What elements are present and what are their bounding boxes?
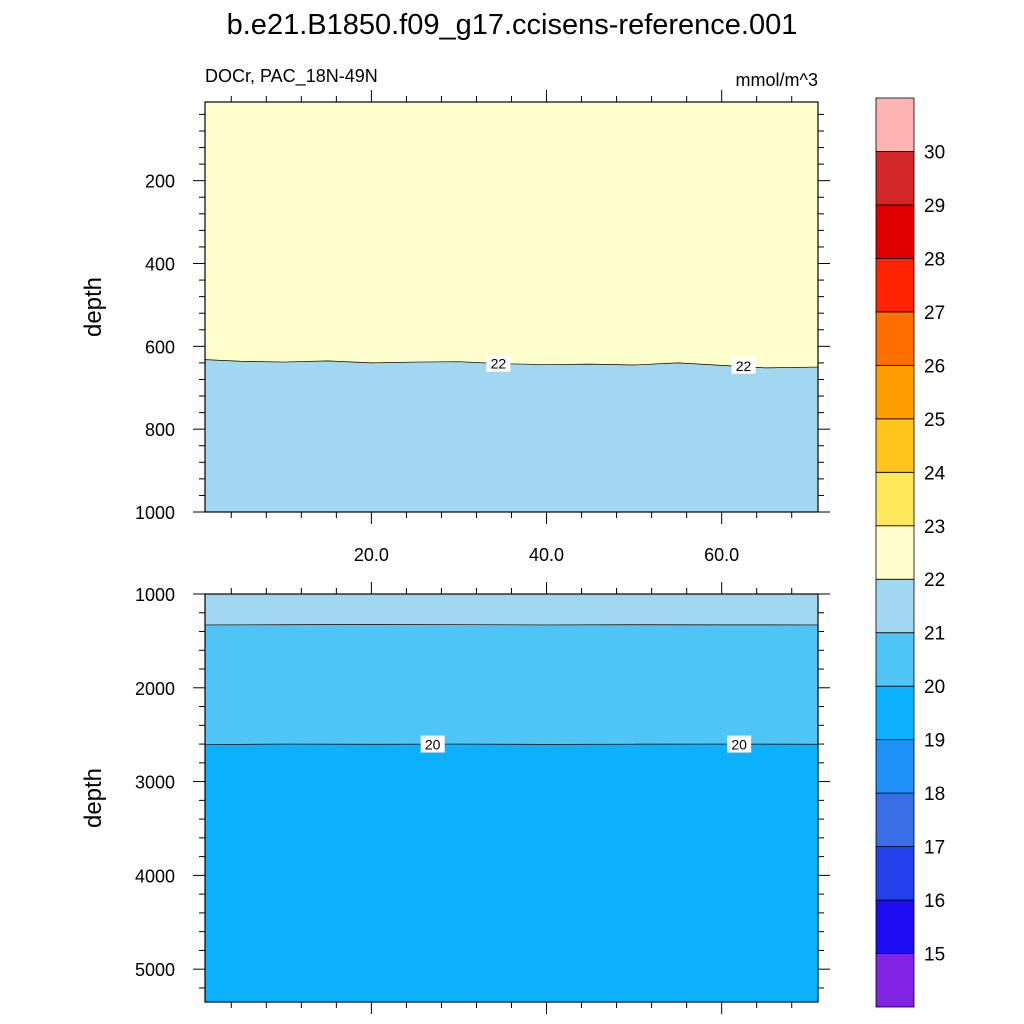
colorbar-tick-label: 15 bbox=[924, 945, 945, 966]
colorbar-swatch bbox=[875, 364, 915, 420]
colorbar-swatch bbox=[875, 151, 915, 206]
y-axis-label: depth bbox=[80, 768, 107, 828]
colorbar-tick-label: 25 bbox=[924, 410, 945, 431]
colorbar-swatch bbox=[875, 525, 915, 580]
x-tick-label: 40.0 bbox=[529, 545, 564, 565]
colorbar-tick-label: 16 bbox=[924, 891, 945, 912]
colorbar-tick-label: 28 bbox=[924, 249, 945, 270]
y-tick-label: 400 bbox=[145, 255, 175, 275]
contour-label-box bbox=[420, 735, 445, 753]
band-fill-1-2 bbox=[205, 744, 818, 1002]
contour-fills bbox=[205, 594, 818, 1002]
y-tick-label: 5000 bbox=[135, 960, 175, 980]
colorbar-swatch bbox=[875, 899, 915, 954]
y-tick-label: 1000 bbox=[135, 503, 175, 523]
x-tick-label: 60.0 bbox=[704, 545, 739, 565]
colorbar-tick-label: 29 bbox=[924, 196, 945, 217]
colorbar-swatch bbox=[875, 685, 915, 741]
colorbar-swatch bbox=[875, 311, 915, 366]
colorbar-swatch bbox=[875, 204, 915, 259]
colorbar-tick-label: 23 bbox=[924, 517, 945, 538]
colorbar-swatch bbox=[875, 846, 915, 901]
colorbar-swatch bbox=[875, 97, 915, 152]
colorbar-tick-label: 21 bbox=[924, 624, 945, 645]
contour-label-box bbox=[731, 356, 756, 374]
colorbar-swatch bbox=[875, 418, 915, 473]
colorbar-swatch bbox=[875, 953, 915, 1008]
colorbar-swatch bbox=[875, 471, 915, 527]
contour-label-box bbox=[486, 354, 511, 372]
y-tick-label: 3000 bbox=[135, 773, 175, 793]
y-tick-label: 4000 bbox=[135, 866, 175, 886]
x-tick-label: 20.0 bbox=[354, 545, 389, 565]
y-tick-label: 200 bbox=[145, 172, 175, 192]
colorbar-tick-label: 30 bbox=[924, 142, 945, 163]
colorbar-tick-label: 17 bbox=[924, 838, 945, 859]
colorbar-tick-label: 20 bbox=[924, 677, 945, 698]
contour-label: 20 bbox=[731, 737, 747, 753]
colorbar-tick-label: 22 bbox=[924, 570, 945, 591]
y-tick-label: 2000 bbox=[135, 679, 175, 699]
colorbar-tick-label: 19 bbox=[924, 731, 945, 752]
contour-label: 20 bbox=[425, 737, 441, 753]
colorbar-tick-label: 26 bbox=[924, 356, 945, 377]
units-label: mmol/m^3 bbox=[736, 70, 818, 90]
colorbar-swatch bbox=[875, 792, 915, 847]
contour-fills bbox=[205, 102, 818, 512]
colorbar-tick-label: 24 bbox=[924, 463, 946, 484]
band-fill-0-1 bbox=[205, 359, 818, 512]
colorbar-tick-label: 18 bbox=[924, 784, 945, 805]
contour-label-box bbox=[727, 735, 752, 753]
colorbar: 15 16 17 18 19 20 21 22 23 24 25 26 27 28 29 30 bbox=[875, 97, 946, 1008]
y-tick-label: 600 bbox=[145, 337, 175, 357]
colorbar-tick-label: 27 bbox=[924, 303, 945, 324]
lower-depth-panel: 20 20 1000 2000 3000 4000 5000 depth bbox=[80, 582, 830, 1014]
colorbar-swatch bbox=[875, 578, 915, 634]
contour-label: 22 bbox=[491, 356, 507, 372]
y-tick-label: 1000 bbox=[135, 585, 175, 605]
y-axis-label: depth bbox=[80, 277, 107, 337]
variable-region-label: DOCr, PAC_18N-49N bbox=[205, 66, 378, 87]
contour-label: 22 bbox=[736, 358, 752, 374]
y-tick-label: 800 bbox=[145, 420, 175, 440]
upper-depth-panel: 22 22 200 400 600 800 1000 20.0 40.0 60.0 depth bbox=[80, 90, 830, 565]
colorbar-swatch bbox=[875, 258, 915, 313]
chart-title: b.e21.B1850.f09_g17.ccisens-reference.00… bbox=[227, 9, 798, 41]
colorbar-swatch bbox=[875, 739, 915, 794]
colorbar-swatch bbox=[875, 632, 915, 687]
